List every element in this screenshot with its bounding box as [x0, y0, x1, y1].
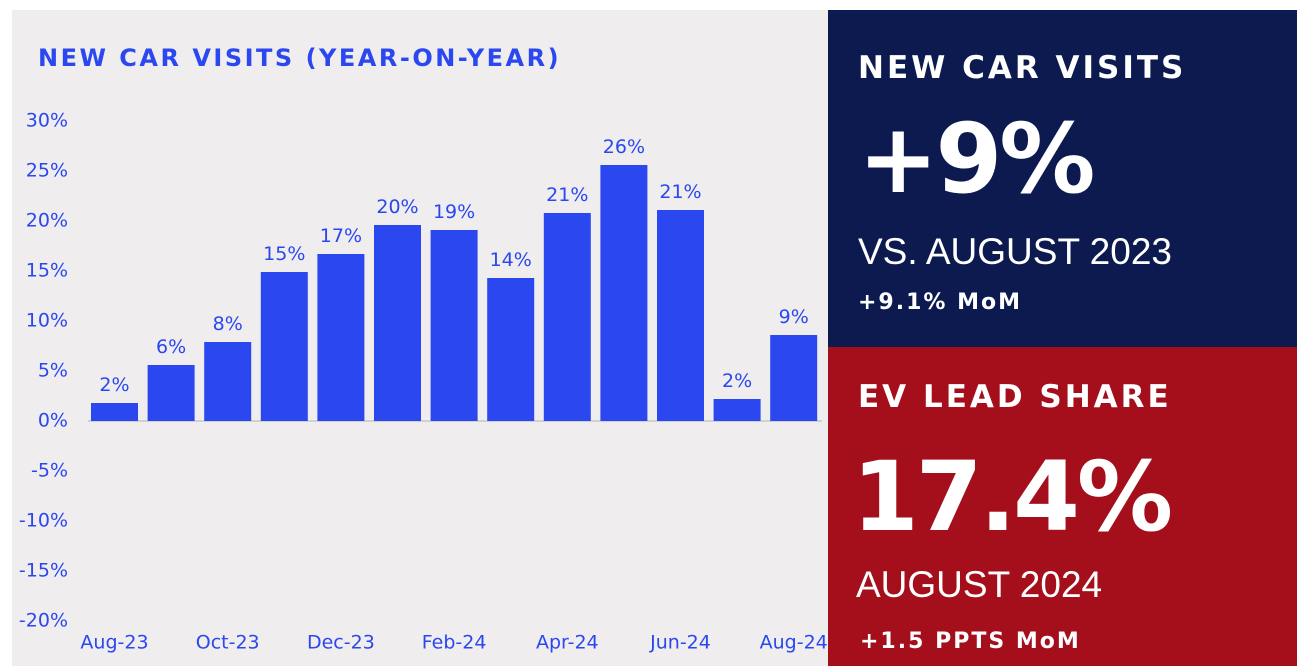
panel-title: NEW CAR VISITS [858, 50, 1186, 86]
panel-note: +9.1% MoM [858, 290, 1022, 315]
data-label: 14% [490, 249, 532, 271]
x-tick-label: Apr-24 [536, 632, 599, 654]
y-tick-label: 15% [26, 260, 68, 282]
bar [317, 254, 365, 421]
data-label: 2% [99, 374, 129, 396]
data-label: 15% [263, 243, 305, 265]
y-tick-label: -10% [19, 510, 68, 532]
bar [713, 399, 761, 421]
data-label: 21% [659, 181, 701, 203]
panel-value: +9% [858, 103, 1093, 215]
data-label: 21% [546, 184, 588, 206]
bar [600, 165, 648, 421]
x-tick-label: Aug-23 [80, 632, 148, 654]
x-tick-label: Jun-24 [649, 632, 711, 654]
panel-subtitle: AUGUST 2024 [856, 564, 1102, 605]
x-tick-label: Dec-23 [307, 632, 375, 654]
y-tick-label: 10% [26, 310, 68, 332]
data-label: 8% [213, 313, 243, 335]
data-label: 26% [603, 136, 645, 158]
panel-subtitle: VS. AUGUST 2023 [858, 231, 1172, 272]
bar [430, 230, 478, 421]
ev-panel [828, 347, 1297, 666]
x-tick-label: Feb-24 [422, 632, 487, 654]
bar [657, 210, 704, 421]
y-tick-label: -20% [19, 610, 68, 632]
panel-title: EV LEAD SHARE [858, 379, 1172, 415]
chart-title: NEW CAR VISITS (YEAR-ON-YEAR) [38, 44, 561, 72]
data-label: 19% [433, 201, 475, 223]
x-tick-label: Oct-23 [196, 632, 260, 654]
bar [91, 403, 138, 421]
x-tick-label: Aug-24 [760, 632, 828, 654]
data-label: 20% [376, 196, 418, 218]
y-tick-label: -5% [31, 460, 68, 482]
data-label: 9% [779, 306, 809, 328]
bar [147, 365, 195, 421]
panel-note: +1.5 PPTS MoM [860, 629, 1081, 654]
data-label: 2% [722, 370, 752, 392]
bar [204, 342, 252, 421]
data-label: 6% [156, 336, 186, 358]
y-tick-label: 30% [26, 110, 68, 132]
bar [770, 335, 818, 421]
bar [260, 272, 308, 421]
y-tick-label: 5% [38, 360, 68, 382]
y-tick-label: 25% [26, 160, 68, 182]
y-tick-label: -15% [19, 560, 68, 582]
visits-panel [828, 10, 1297, 347]
panel-value: 17.4% [852, 441, 1171, 553]
y-tick-label: 0% [38, 410, 68, 432]
bar [487, 278, 535, 421]
data-label: 17% [320, 225, 362, 247]
bar [374, 225, 421, 421]
bar [543, 213, 591, 421]
y-tick-label: 20% [26, 210, 68, 232]
